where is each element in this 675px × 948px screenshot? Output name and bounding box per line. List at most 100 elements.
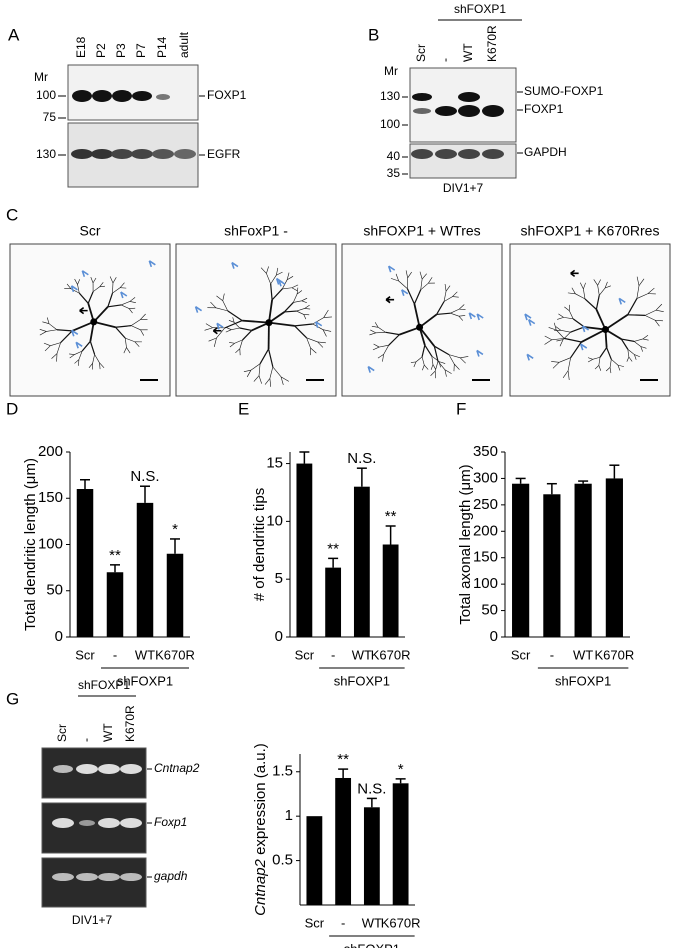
neurite [422,364,425,371]
neurite [638,278,645,286]
arrow [468,312,476,320]
image-title: Scr [80,223,101,239]
neurite [415,356,423,363]
neurite [306,337,318,343]
neurite [69,354,75,359]
neurite [99,362,105,369]
neurite [604,314,629,331]
neurite [654,320,660,327]
marker: 130 [36,147,56,161]
bands [52,764,142,881]
band-label: SUMO-FOXP1 [524,84,604,98]
bar [106,572,124,637]
arrow [148,260,156,268]
panel-letter: B [368,25,379,44]
significance: ** [337,751,349,768]
neurite [583,282,586,290]
neurite [270,283,273,300]
neurite [421,345,426,358]
neurite [420,278,423,290]
neurite [291,287,298,292]
neurite [617,364,625,367]
neurite [60,330,73,344]
neurite [78,292,89,304]
neurite [443,291,447,302]
x-tick-label: WT [352,647,372,662]
neurite [283,301,294,313]
neurite [606,347,612,360]
neurite [627,349,635,355]
neurite [229,343,235,348]
bar [605,478,623,637]
neurite [575,293,586,300]
neurite [269,366,274,379]
neurite [77,279,81,285]
neurite [584,326,606,331]
neurite [583,288,586,299]
neurite [433,346,439,362]
neurite [572,318,585,328]
neurite [609,367,612,374]
panel-letter: F [456,399,466,418]
significance: ** [327,540,339,557]
x-tick-label: K670R [595,647,635,662]
panel-letter: G [6,689,19,708]
neurite [322,329,332,332]
x-tick-label: K670R [155,647,195,662]
neurite [140,329,145,336]
neurite [405,270,408,278]
arrow [70,285,78,293]
neurite [291,284,299,289]
lane-label: WT [101,723,115,742]
neurite [458,315,464,321]
neurite [604,281,608,289]
arrow [528,318,536,326]
x-tick-label: WT [573,647,593,662]
neurite [226,327,232,330]
neurite [129,297,136,302]
neurite [204,327,213,331]
neurite [636,285,640,299]
neurite [317,341,324,348]
arrow [385,296,395,304]
lane-label: K670R [123,705,137,742]
neurite [296,310,304,315]
neurite [567,292,576,295]
neurite [234,339,243,344]
neurite [544,335,552,341]
neurite [552,362,560,369]
neurite [388,334,400,346]
neurite [598,365,602,371]
neurite [448,354,461,359]
neurite [370,329,377,334]
neurite [121,301,131,306]
group-label: shFOXP1 [78,678,130,692]
neurite [640,346,647,349]
neurite [222,293,225,301]
neurite [123,347,127,354]
neurite [231,327,240,330]
arrow [231,261,239,269]
x-tick-label: Scr [75,647,95,662]
significance: * [172,521,178,538]
neurite [439,361,446,364]
neurite [617,365,621,371]
neurite [74,278,78,285]
band-label: Cntnap2 [154,761,200,775]
neurite [460,356,469,359]
neurite [264,378,271,385]
neurite [570,326,585,333]
neurite [301,297,308,302]
neurite [452,291,458,297]
x-tick-label: Scr [305,915,325,930]
y-tick-label: 350 [473,443,498,460]
neurite [395,273,399,282]
neurite [107,292,114,307]
marker: 35 [387,166,401,180]
micrograph [341,243,503,397]
arrow [212,327,222,335]
neurite [571,287,576,294]
neurite [382,354,384,362]
neurite [56,342,61,354]
lane-label: - [438,58,452,62]
